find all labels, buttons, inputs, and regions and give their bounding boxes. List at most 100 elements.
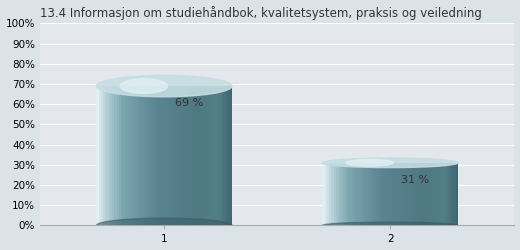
Bar [151,86,153,226]
Bar [160,86,162,226]
Bar [336,163,339,226]
Bar [370,163,372,226]
Bar [230,86,232,226]
Bar [383,163,386,226]
Bar [410,163,413,226]
Bar [341,163,343,226]
Bar [180,86,183,226]
Bar [440,163,443,226]
Bar [368,163,370,226]
Bar [175,86,178,226]
Bar [338,163,341,226]
Bar [139,86,142,226]
Bar [404,163,406,226]
Bar [173,86,176,226]
Bar [424,163,426,226]
Bar [153,86,155,226]
Bar [372,163,374,226]
Bar [327,163,329,226]
Bar [401,163,404,226]
Bar [388,163,391,226]
Bar [133,86,135,226]
Bar [101,86,103,226]
Bar [356,163,359,226]
Bar [187,86,189,226]
Bar [178,86,180,226]
Bar [196,86,198,226]
Bar [128,86,131,226]
Ellipse shape [96,75,232,97]
Bar [225,86,228,226]
Bar [185,86,187,226]
Bar [203,86,205,226]
Bar [433,163,436,226]
Bar [343,163,345,226]
Bar [108,86,110,226]
Bar [381,163,384,226]
Bar [431,163,433,226]
Bar [352,163,354,226]
Bar [200,86,203,226]
Bar [124,86,126,226]
Bar [218,86,221,226]
Bar [406,163,409,226]
Bar [193,86,196,226]
Bar [417,163,420,226]
Bar [220,86,223,226]
Bar [146,86,149,226]
Bar [379,163,381,226]
Bar [162,86,164,226]
Bar [354,163,357,226]
Bar [447,163,449,226]
Bar [227,86,230,226]
Bar [135,86,137,226]
Bar [189,86,191,226]
Bar [349,163,352,226]
Bar [449,163,451,226]
Bar [126,86,128,226]
Ellipse shape [346,160,394,166]
Ellipse shape [322,222,458,229]
Text: 69 %: 69 % [175,98,204,108]
Bar [331,163,334,226]
Bar [191,86,194,226]
Bar [399,163,401,226]
Bar [451,163,453,226]
Bar [322,163,325,226]
Bar [148,86,151,226]
Bar [183,86,185,226]
Bar [106,86,108,226]
Bar [453,163,456,226]
Bar [131,86,133,226]
Bar [413,163,415,226]
Bar [397,163,399,226]
Bar [420,163,422,226]
Ellipse shape [322,158,458,168]
Bar [216,86,218,226]
Bar [114,86,117,226]
Bar [358,163,361,226]
Bar [334,163,336,226]
Bar [363,163,366,226]
Bar [435,163,438,226]
Bar [210,86,212,226]
Bar [408,163,411,226]
Bar [137,86,139,226]
Bar [121,86,124,226]
Bar [214,86,216,226]
Bar [164,86,167,226]
Bar [155,86,158,226]
Bar [390,163,393,226]
Bar [158,86,160,226]
Bar [144,86,146,226]
Bar [205,86,207,226]
Bar [112,86,115,226]
Bar [171,86,174,226]
Bar [415,163,418,226]
Bar [428,163,431,226]
Bar [345,163,347,226]
Text: 31 %: 31 % [401,175,430,185]
Bar [395,163,397,226]
Bar [168,86,171,226]
Bar [117,86,119,226]
